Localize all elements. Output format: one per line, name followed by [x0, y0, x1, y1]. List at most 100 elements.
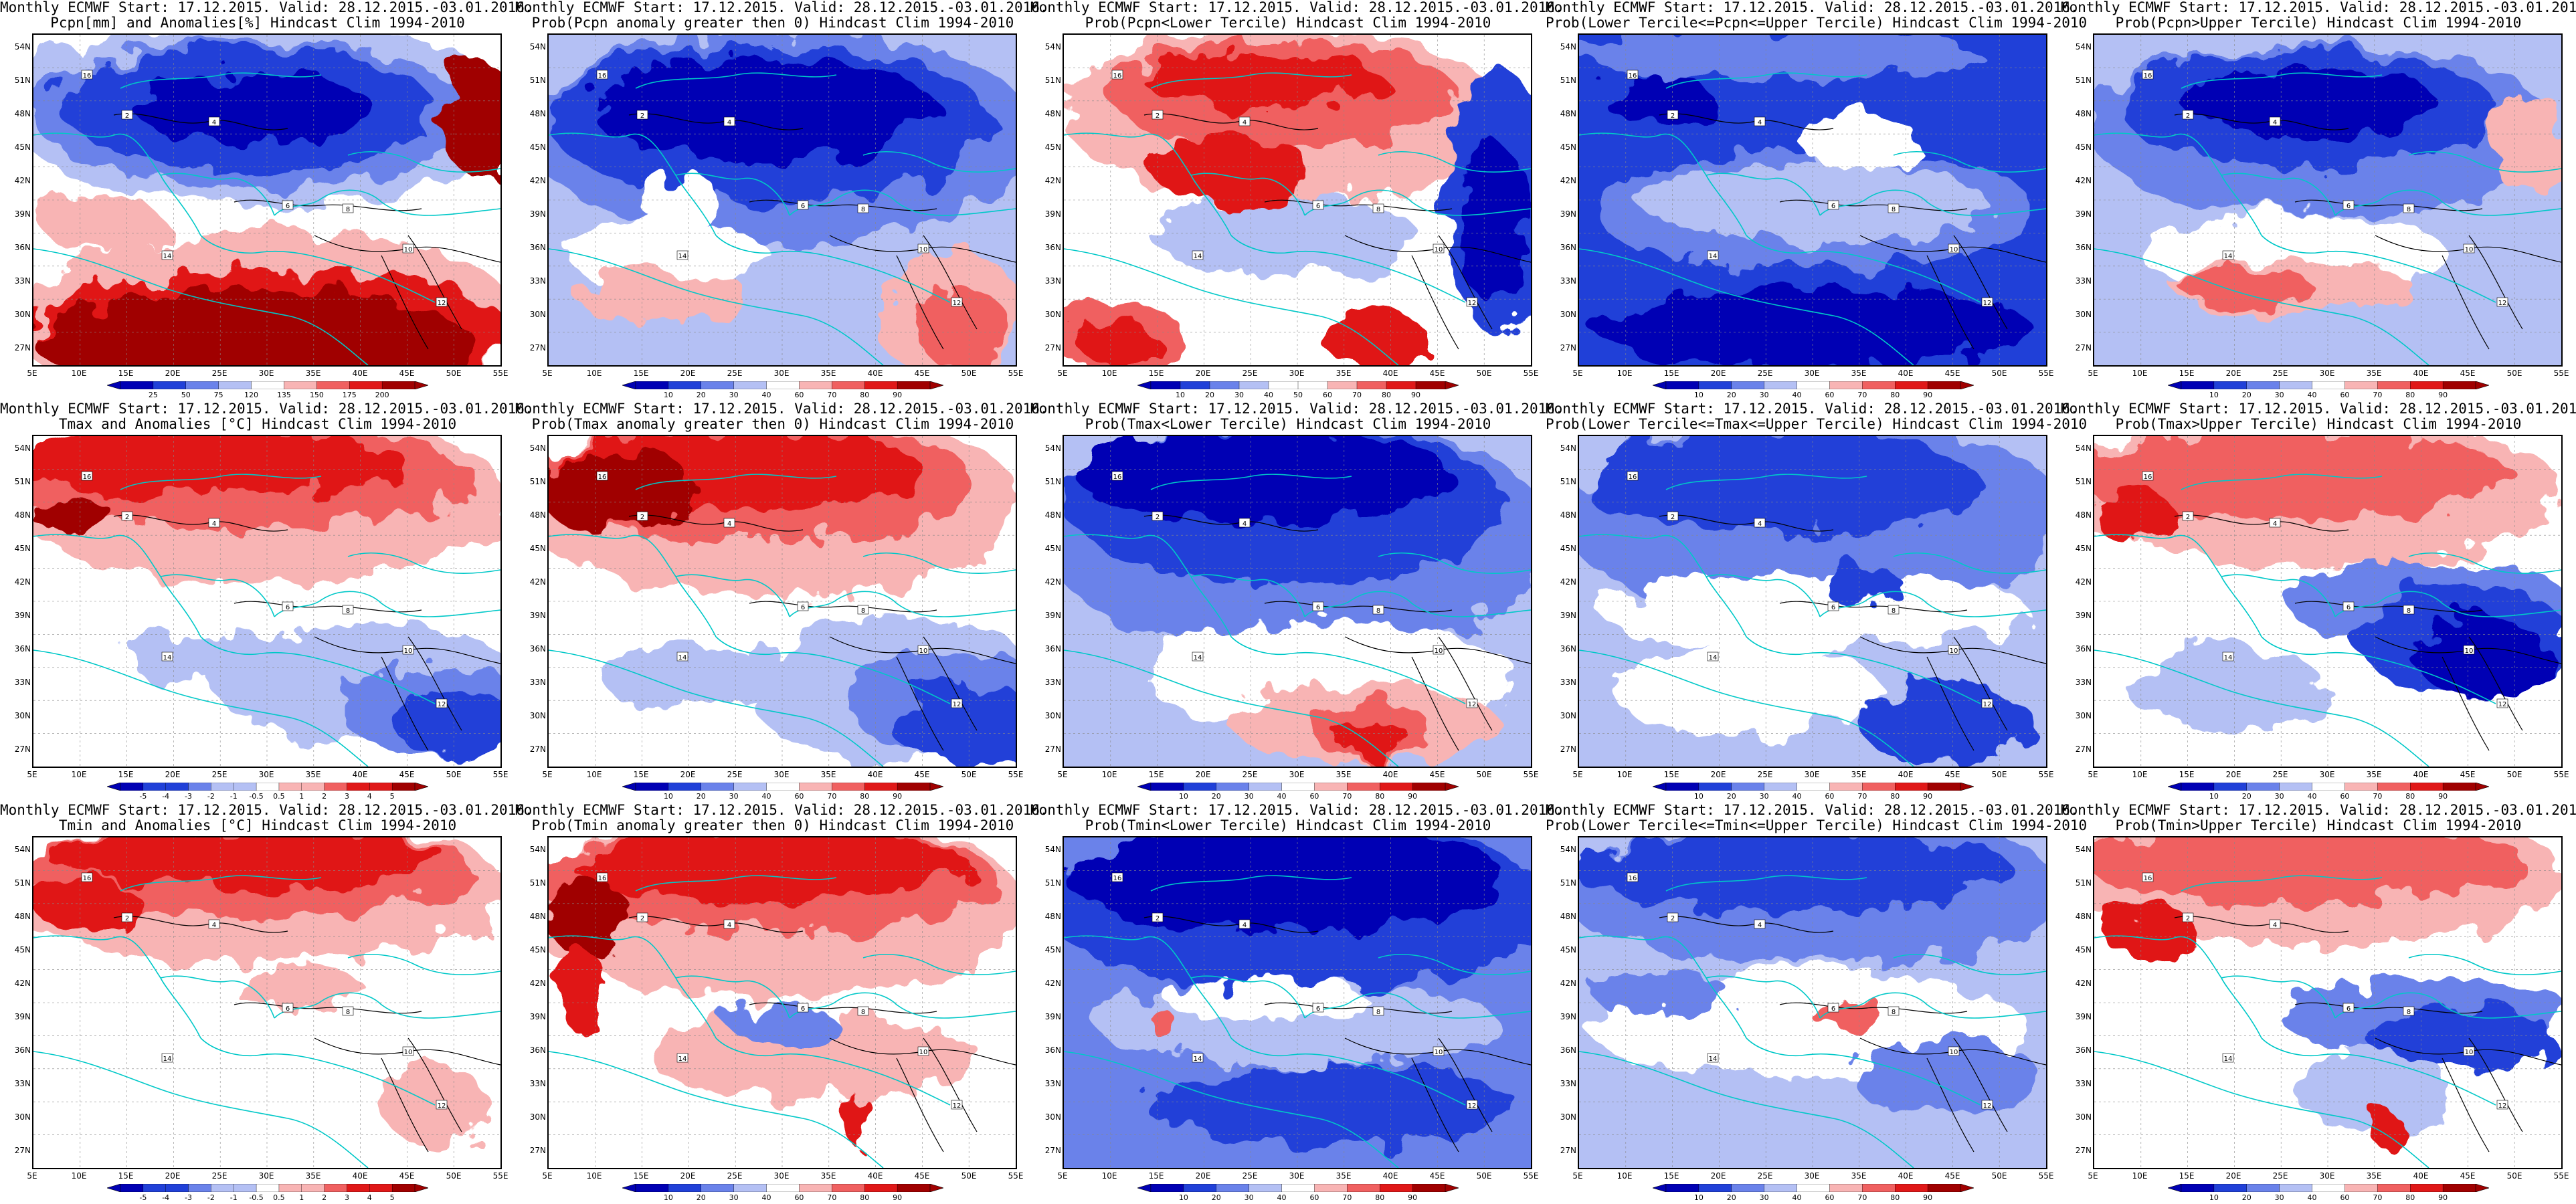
coastline — [2221, 574, 2336, 617]
coastline — [1190, 975, 1305, 1019]
colorbar-tick-label: 40 — [1277, 792, 1287, 801]
map-frame: 2 4 6 8 10 12 14 16 — [2093, 836, 2563, 1169]
isoline-label-box — [2496, 297, 2508, 307]
latitude-tick-label: 30N — [1044, 1112, 1061, 1122]
coastline — [1579, 132, 1747, 236]
isoline — [113, 113, 288, 130]
latitude-tick-label: 42N — [1560, 176, 1576, 185]
longitude-tick-label: 5E — [1572, 1171, 1583, 1181]
colorbar-segment — [668, 1184, 702, 1192]
longitude-tick-label: 45E — [399, 770, 415, 779]
isoline-label: 12 — [2498, 701, 2507, 708]
longitude-tick-label: 35E — [1851, 1171, 1867, 1181]
isoline — [896, 255, 944, 350]
latitude-tick-label: 48N — [1560, 510, 1576, 520]
isoline-label: 2 — [2186, 514, 2190, 521]
colorbar-tick-label: 20 — [1726, 792, 1736, 801]
isoline-label: 10 — [1435, 246, 1443, 254]
isoline-label: 4 — [1243, 922, 1247, 929]
isoline — [2468, 1037, 2523, 1132]
coastline — [2334, 992, 2561, 1019]
panel-title-line1: Monthly ECMWF Start: 17.12.2015. Valid: … — [515, 802, 1048, 818]
latitude-tick-label: 54N — [14, 845, 31, 854]
colorbar-tick-label: 20 — [1726, 391, 1736, 399]
isoline — [923, 636, 978, 731]
colorbar-segment — [278, 783, 302, 791]
isoline-label: 14 — [1194, 253, 1202, 260]
colorbar-segment — [1797, 783, 1831, 791]
isoline-label-box — [1754, 116, 1766, 126]
panel-title-line1: Monthly ECMWF Start: 17.12.2015. Valid: … — [1030, 401, 1564, 417]
isoline-label-box — [1827, 1003, 1839, 1013]
coastline — [789, 189, 1016, 216]
longitude-tick-label: 50E — [1991, 1171, 2007, 1181]
longitude-tick-label: 20E — [1710, 1171, 1726, 1181]
colorbar-segment — [1927, 783, 1961, 791]
coastline — [160, 574, 275, 617]
coastline — [1893, 151, 2046, 173]
panel-title-line2: Prob(Lower Tercile<=Tmin<=Upper Tercile)… — [1546, 817, 2088, 833]
latitude-tick-label: 45N — [1044, 142, 1061, 152]
longitude-tick-label: 40E — [1898, 1171, 1914, 1181]
colorbar-tick-label: 10 — [1178, 1193, 1188, 1202]
isoline-label-box — [2222, 651, 2234, 662]
map-field: 2 4 6 8 10 12 14 16 — [33, 436, 500, 767]
longitude-tick-label: 25E — [1242, 1171, 1258, 1181]
coastline — [2181, 72, 2383, 89]
colorbar-segment — [211, 783, 234, 791]
colorbar-segment — [2312, 1184, 2346, 1192]
colorbar-segment — [766, 1184, 800, 1192]
coastline — [1579, 1051, 1914, 1168]
isoline-label-box — [723, 518, 735, 528]
isoline-label: 4 — [212, 922, 216, 929]
isoline-label: 4 — [2273, 520, 2277, 528]
shaded-field — [2094, 436, 2561, 730]
isoline-label: 12 — [438, 300, 446, 307]
panel-title-line1: Monthly ECMWF Start: 17.12.2015. Valid: … — [515, 0, 1048, 15]
colorbar-tick-label: 30 — [2274, 391, 2284, 399]
longitude-tick-label: 35E — [1851, 369, 1867, 378]
isoline-label-box — [797, 601, 809, 611]
coastline — [1304, 992, 1531, 1019]
longitude-tick-label: 25E — [211, 1171, 227, 1181]
longitude-tick-label: 25E — [2272, 770, 2288, 779]
latitude-tick-label: 42N — [1044, 979, 1061, 988]
isoline-label-box — [1707, 250, 1719, 260]
panel-title-line2: Prob(Tmin<Lower Tercile) Hindcast Clim 1… — [1085, 817, 1491, 833]
latitude-tick-label: 36N — [529, 243, 546, 252]
isoline-label: 16 — [2144, 875, 2152, 882]
latitude-tick-label: 51N — [1560, 878, 1576, 888]
longitude-tick-label: 55E — [2553, 369, 2569, 378]
coastline — [862, 151, 1016, 173]
colorbar-tick-label: 60 — [794, 391, 804, 399]
latitude-tick-label: 30N — [1560, 1112, 1576, 1122]
colorbar-segment — [381, 381, 416, 389]
colorbar-segment — [864, 783, 898, 791]
latitude-tick-label: 36N — [2075, 644, 2092, 654]
colorbar-tick-label: 20 — [2241, 792, 2251, 801]
latitude-tick-label: 48N — [1044, 912, 1061, 921]
isoline-label: 10 — [919, 246, 928, 254]
latitude-tick-label: 42N — [1560, 577, 1576, 587]
field-region — [1599, 570, 2027, 650]
isoline — [1438, 235, 1493, 330]
panel-title-line2: Prob(Lower Tercile<=Pcpn<=Upper Tercile)… — [1546, 15, 2088, 31]
colorbar-tick-label: 40 — [2307, 792, 2317, 801]
coastline — [2261, 636, 2496, 704]
colorbar-segment — [799, 1184, 833, 1192]
longitude-tick-label: 30E — [1289, 369, 1305, 378]
panel-title-line1: Monthly ECMWF Start: 17.12.2015. Valid: … — [2061, 802, 2576, 818]
colorbar-min-arrow — [1653, 1184, 1667, 1192]
colorbar-segment — [832, 783, 865, 791]
coastline — [549, 534, 717, 637]
colorbar-segment — [1927, 381, 1961, 389]
isoline-label: 16 — [598, 474, 607, 481]
field-region — [2375, 1112, 2402, 1152]
colorbar-segment — [864, 381, 898, 389]
coastline — [347, 151, 500, 173]
isoline — [1143, 916, 1319, 933]
isoline — [407, 636, 462, 731]
coastline — [347, 553, 500, 574]
colorbar-segment — [733, 381, 767, 389]
colorbar-tick-label: 175 — [342, 391, 357, 399]
